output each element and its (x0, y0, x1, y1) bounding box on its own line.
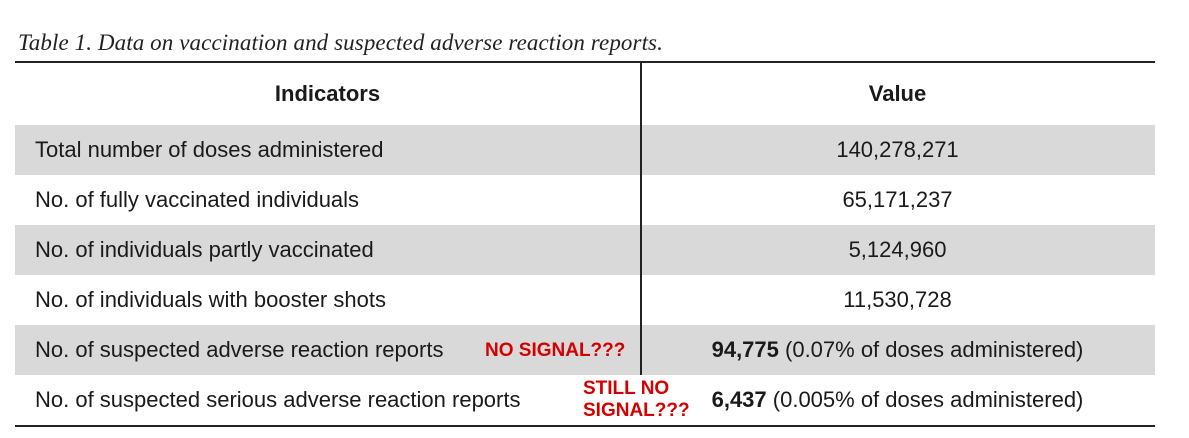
column-divider (640, 125, 642, 175)
row-value: 11,530,728 (640, 287, 1155, 313)
annotation-line: STILL NO (583, 378, 670, 399)
table-caption: Table 1. Data on vaccination and suspect… (18, 30, 663, 55)
table-row: No. of suspected adverse reaction report… (15, 325, 1155, 375)
column-divider (640, 275, 642, 325)
column-divider (640, 175, 642, 225)
table-row: Total number of doses administered 140,2… (15, 125, 1155, 175)
header-value: Value (868, 81, 927, 106)
column-divider (640, 325, 642, 375)
annotation-no-signal: NO SIGNAL??? (485, 340, 626, 361)
header-indicators: Indicators (274, 81, 381, 106)
row-value: 94,775 (0.07% of doses administered) (640, 337, 1155, 363)
row-value: 6,437 (0.005% of doses administered) (640, 387, 1155, 413)
table-row: No. of individuals partly vaccinated 5,1… (15, 225, 1155, 275)
column-divider (640, 225, 642, 275)
row-value: 65,171,237 (640, 187, 1155, 213)
table-header-row: Indicators Value (15, 63, 1155, 125)
row-value-rest: 11,530,728 (843, 287, 952, 312)
annotation-line: SIGNAL??? (583, 400, 690, 421)
row-value: 5,124,960 (640, 237, 1155, 263)
row-indicator: No. of individuals with booster shots (35, 287, 386, 312)
row-value-rest: 5,124,960 (848, 237, 947, 262)
column-divider (640, 63, 642, 125)
row-value: 140,278,271 (640, 137, 1155, 163)
row-indicator: No. of suspected serious adverse reactio… (35, 387, 521, 412)
annotation-still-no-signal: STILL NO SIGNAL??? (583, 378, 690, 422)
row-indicator: No. of individuals partly vaccinated (35, 237, 374, 262)
data-table: Indicators Value Total number of doses a… (15, 63, 1155, 425)
row-indicator: No. of fully vaccinated individuals (35, 187, 360, 212)
row-indicator: Total number of doses administered (35, 137, 384, 162)
row-value-rest: 65,171,237 (842, 187, 953, 212)
table-row: No. of individuals with booster shots 11… (15, 275, 1155, 325)
row-value-rest: (0.005% of doses administered) (766, 387, 1084, 412)
row-value-bold: 94,775 (711, 337, 779, 362)
table-bottom-rule (15, 425, 1155, 427)
row-indicator: No. of suspected adverse reaction report… (35, 337, 444, 362)
row-value-rest: (0.07% of doses administered) (778, 337, 1084, 362)
row-value-rest: 140,278,271 (836, 137, 959, 162)
table-row: No. of suspected serious adverse reactio… (15, 375, 1155, 425)
table-top-rule (15, 61, 1155, 63)
table-row: No. of fully vaccinated individuals 65,1… (15, 175, 1155, 225)
row-value-bold: 6,437 (711, 387, 767, 412)
